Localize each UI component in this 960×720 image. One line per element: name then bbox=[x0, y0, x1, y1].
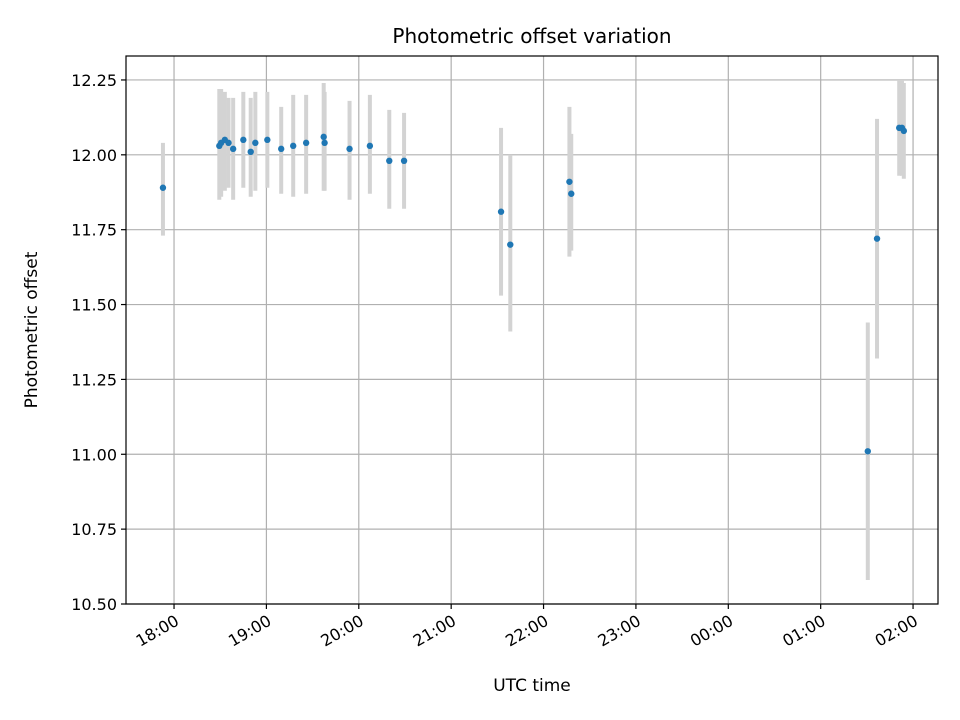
y-tick-label: 11.25 bbox=[71, 370, 117, 389]
data-point bbox=[386, 157, 393, 165]
chart-title: Photometric offset variation bbox=[392, 24, 671, 48]
data-point bbox=[240, 136, 247, 144]
data-point bbox=[159, 184, 167, 191]
data-point bbox=[864, 448, 871, 455]
data-point bbox=[247, 148, 254, 156]
y-tick-label: 12.00 bbox=[71, 146, 117, 165]
data-point bbox=[566, 178, 573, 185]
y-tick-label: 12.25 bbox=[71, 71, 117, 90]
data-point bbox=[568, 190, 575, 197]
y-tick-label: 11.75 bbox=[71, 221, 117, 240]
data-point bbox=[229, 145, 237, 153]
data-point bbox=[507, 241, 514, 248]
data-point bbox=[873, 235, 881, 242]
data-point bbox=[400, 157, 408, 165]
data-point bbox=[366, 142, 374, 150]
data-point bbox=[277, 145, 285, 153]
data-point bbox=[320, 133, 327, 141]
data-point bbox=[225, 139, 232, 147]
data-point bbox=[497, 208, 505, 215]
y-tick-label: 10.75 bbox=[71, 520, 117, 539]
y-tick-label: 11.00 bbox=[71, 445, 117, 464]
data-points bbox=[159, 124, 908, 455]
data-point bbox=[302, 139, 310, 147]
y-tick-label: 10.50 bbox=[71, 595, 117, 614]
data-point bbox=[900, 127, 908, 135]
data-point bbox=[321, 139, 328, 147]
y-axis-title: Photometric offset bbox=[22, 251, 42, 408]
data-point bbox=[290, 142, 297, 150]
data-point bbox=[252, 139, 259, 147]
x-axis-title: UTC time bbox=[493, 676, 571, 696]
plot-area-frame bbox=[125, 55, 939, 605]
data-point bbox=[346, 145, 353, 153]
y-axis-ticks: 10.50 10.75 11.00 11.25 11.50 11.75 12.00 12.25 bbox=[71, 71, 126, 614]
y-tick-label: 11.50 bbox=[71, 296, 117, 315]
data-point bbox=[264, 136, 271, 144]
